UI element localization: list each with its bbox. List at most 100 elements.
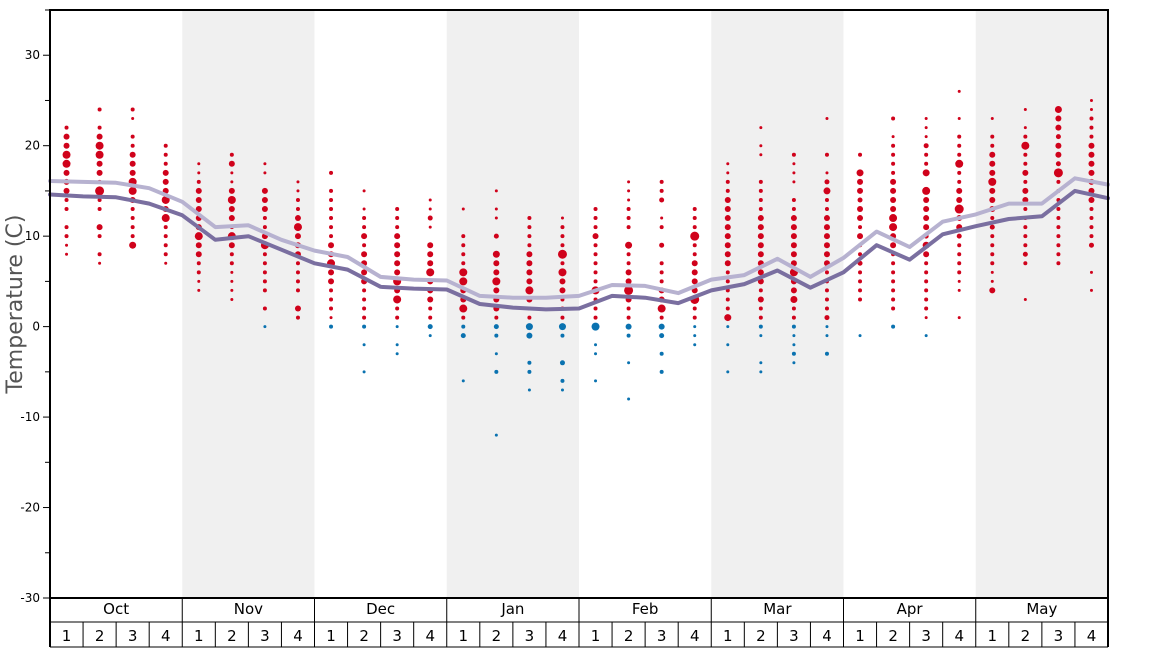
temperature-dot (130, 143, 135, 148)
temperature-dot (262, 270, 267, 275)
temperature-dot (758, 207, 763, 212)
temperature-dot (97, 107, 102, 112)
temperature-dot (591, 322, 600, 331)
temperature-dot (757, 251, 764, 258)
temperature-dot (1056, 207, 1061, 212)
lower-trend-line (48, 188, 1110, 312)
temperature-dot (230, 297, 234, 301)
temperature-dot (228, 187, 235, 194)
temperature-dot (428, 306, 433, 311)
temperature-dot (724, 242, 731, 249)
temperature-dot (557, 249, 567, 259)
temperature-dot (95, 150, 104, 159)
temperature-dot (891, 288, 896, 293)
week-label: 4 (161, 627, 171, 645)
week-label: 3 (260, 627, 270, 645)
temperature-dot (1089, 134, 1094, 139)
temperature-dot (1089, 207, 1094, 212)
temperature-dot (395, 216, 400, 221)
temperature-dot (558, 323, 566, 331)
week-label: 2 (624, 627, 634, 645)
temperature-dot (957, 117, 961, 121)
temperature-dot (758, 306, 763, 311)
temperature-dot (525, 286, 534, 295)
temperature-dot (526, 260, 533, 267)
temperature-dot (857, 215, 864, 222)
temperature-dot (790, 242, 797, 249)
temperature-dot (857, 206, 864, 213)
temperature-dot (329, 216, 334, 221)
temperature-dot (957, 243, 962, 248)
temperature-dot (922, 186, 931, 195)
temperature-dot (329, 170, 334, 175)
temperature-dot (329, 324, 334, 329)
temperature-dot (858, 297, 863, 302)
temperature-dot (328, 242, 335, 249)
temperature-dot (1023, 243, 1028, 248)
temperature-dot (957, 270, 962, 275)
temperature-dot (956, 187, 963, 194)
temperature-dot (131, 117, 135, 121)
temperature-dot (96, 160, 103, 167)
temperature-dot (593, 270, 598, 275)
y-tick-label: 20 (25, 139, 40, 153)
temperature-dot (725, 179, 730, 184)
temperature-dot (891, 306, 896, 311)
temperature-dot (957, 316, 961, 320)
temperature-dot (659, 315, 664, 320)
temperature-dot (427, 215, 433, 221)
temperature-dot (164, 261, 168, 265)
temperature-dot (990, 243, 995, 248)
temperature-dot (428, 207, 432, 211)
temperature-dot (759, 370, 763, 374)
temperature-dot (64, 234, 69, 239)
temperature-dot (858, 252, 863, 257)
temperature-dot (294, 215, 301, 222)
temperature-dot (129, 160, 136, 167)
temperature-dot (692, 225, 697, 230)
temperature-dot (362, 297, 367, 302)
temperature-dot (228, 160, 235, 167)
temperature-dot (461, 261, 466, 266)
temperature-dot (726, 171, 730, 175)
week-label: 4 (425, 627, 435, 645)
month-label: Feb (632, 600, 659, 618)
temperature-dot (659, 333, 665, 339)
temperature-dot (560, 388, 564, 392)
temperature-dot (493, 324, 499, 330)
temperature-dot (626, 306, 631, 311)
temperature-dot (594, 352, 598, 356)
temperature-dot (1055, 124, 1062, 131)
temperature-dot (230, 288, 234, 292)
month-label: Nov (234, 600, 263, 618)
temperature-dot (957, 179, 962, 184)
temperature-dot (162, 169, 169, 176)
temperature-dot (395, 352, 399, 356)
temperature-dot (594, 379, 598, 383)
temperature-dot (857, 178, 864, 185)
temperature-dot (560, 225, 565, 230)
temperature-dot (824, 288, 829, 293)
temperature-dot (295, 315, 300, 320)
temperature-dot (593, 207, 598, 212)
temperature-dot (195, 242, 202, 249)
temperature-dot (196, 270, 201, 275)
temperature-dot (197, 162, 201, 166)
temperature-dot (1055, 134, 1061, 140)
temperature-dot (1023, 297, 1027, 301)
week-label: 3 (789, 627, 799, 645)
temperature-dot (692, 243, 697, 248)
temperature-dot (1089, 288, 1093, 292)
temperature-dot (791, 207, 796, 212)
temperature-dot (64, 207, 69, 212)
temperature-dot (65, 252, 69, 256)
temperature-dot (96, 169, 103, 176)
temperature-dot (824, 306, 829, 311)
temperature-dot (724, 260, 731, 267)
temperature-dot (1023, 152, 1028, 157)
temperature-dot (63, 133, 70, 140)
temperature-dot (163, 234, 168, 239)
temperature-dot (957, 152, 962, 157)
temperature-dot (923, 251, 930, 258)
temperature-dot (395, 207, 400, 212)
